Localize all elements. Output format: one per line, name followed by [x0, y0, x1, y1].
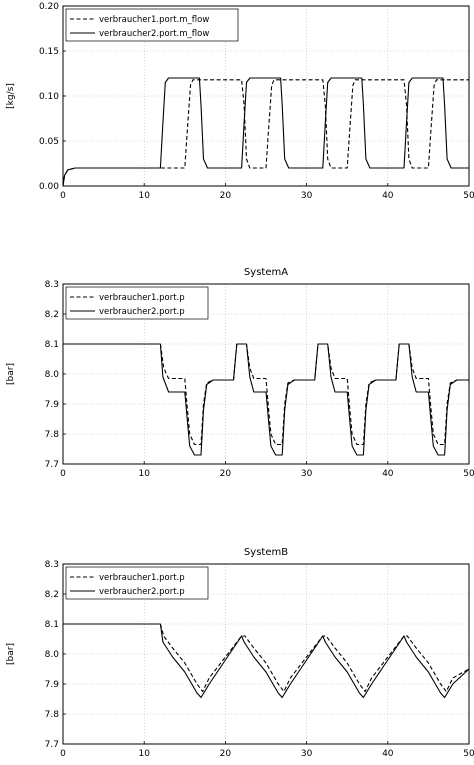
- series-line-2: [63, 343, 469, 456]
- x-tick-label: 30: [301, 469, 313, 479]
- y-tick-label: 0.00: [39, 182, 59, 192]
- y-tick-label: 8.2: [45, 310, 59, 320]
- legend: verbraucher1.port.p verbraucher2.port.p: [65, 286, 209, 320]
- x-tick-label: 10: [138, 749, 150, 759]
- x-tick-label: 50: [463, 749, 474, 759]
- legend-entry: verbraucher1.port.m_flow: [99, 15, 209, 25]
- chart-panel-1: 0 10 20 30 40 50 0.00 0.05 0.10 0.15 0.20 [kg/s] ver…: [6, 2, 474, 201]
- x-tick-label: 50: [463, 191, 474, 201]
- y-tick-label: 8.3: [45, 560, 59, 570]
- y-tick-label: 7.7: [45, 460, 59, 470]
- series-line-2: [62, 77, 469, 187]
- x-tick-label: 40: [382, 469, 394, 479]
- chart-title: SystemB: [244, 547, 288, 558]
- y-tick-label: 8.1: [45, 620, 59, 630]
- legend-box: [65, 286, 209, 320]
- legend: verbraucher1.port.m_flow verbraucher2.por…: [65, 8, 239, 42]
- y-tick-label: 0.20: [39, 2, 59, 12]
- y-tick-label: 0.15: [39, 47, 59, 57]
- x-tick-label: 20: [220, 469, 232, 479]
- y-tick-label: 8.3: [45, 280, 59, 290]
- legend-entry: verbraucher2.port.m_flow: [99, 29, 209, 39]
- x-tick-label: 40: [382, 191, 394, 201]
- y-axis-label: [kg/s]: [6, 83, 16, 109]
- x-tick-label: 10: [138, 191, 150, 201]
- chart-panel-3: SystemB 0 10 20 30 40 50 7.7 7.8 7.9 8.0 8.1 8.2 8.3 […: [6, 547, 474, 759]
- x-tick-label: 30: [301, 191, 313, 201]
- x-tick-label: 20: [220, 749, 232, 759]
- x-tick-label: 30: [301, 749, 313, 759]
- x-tick-label: 0: [60, 469, 66, 479]
- x-tick-label: 20: [220, 191, 232, 201]
- legend-box: [65, 8, 239, 42]
- y-tick-label: 8.0: [45, 370, 60, 380]
- y-tick-label: 0.05: [39, 137, 59, 147]
- chart-title: SystemA: [244, 267, 288, 278]
- y-tick-label: 7.7: [45, 740, 59, 750]
- y-tick-label: 7.9: [45, 400, 60, 410]
- legend-entry: verbraucher2.port.p: [99, 307, 185, 317]
- y-tick-label: 8.2: [45, 590, 59, 600]
- y-tick-label: 7.9: [45, 680, 60, 690]
- series-line-1: [63, 623, 470, 693]
- legend-entry: verbraucher1.port.p: [99, 573, 185, 583]
- x-tick-label: 10: [138, 469, 150, 479]
- legend: verbraucher1.port.p verbraucher2.port.p: [65, 566, 209, 600]
- y-tick-label: 7.8: [45, 430, 60, 440]
- x-tick-label: 50: [463, 469, 474, 479]
- y-tick-label: 7.8: [45, 710, 60, 720]
- x-tick-label: 0: [60, 191, 66, 201]
- x-tick-label: 40: [382, 749, 394, 759]
- y-axis-label: [bar]: [6, 643, 16, 665]
- legend-entry: verbraucher1.port.p: [99, 293, 185, 303]
- chart-panel-2: SystemA 0 10 20 30 40 50 7.7 7.8 7.9 8.0 8.1 8.2 8.3 […: [6, 267, 474, 479]
- y-tick-label: 0.10: [39, 92, 59, 102]
- y-tick-label: 8.0: [45, 650, 60, 660]
- legend-box: [65, 566, 209, 600]
- x-tick-label: 0: [60, 749, 66, 759]
- y-axis-label: [bar]: [6, 363, 16, 385]
- y-tick-label: 8.1: [45, 340, 59, 350]
- series-line-2: [63, 623, 470, 699]
- legend-entry: verbraucher2.port.p: [99, 587, 185, 597]
